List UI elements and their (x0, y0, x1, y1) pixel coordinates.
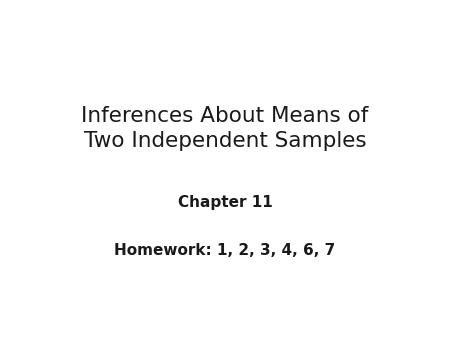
Text: Inferences About Means of
Two Independent Samples: Inferences About Means of Two Independen… (81, 106, 369, 151)
Text: Homework: 1, 2, 3, 4, 6, 7: Homework: 1, 2, 3, 4, 6, 7 (114, 243, 336, 258)
Text: Chapter 11: Chapter 11 (178, 195, 272, 210)
